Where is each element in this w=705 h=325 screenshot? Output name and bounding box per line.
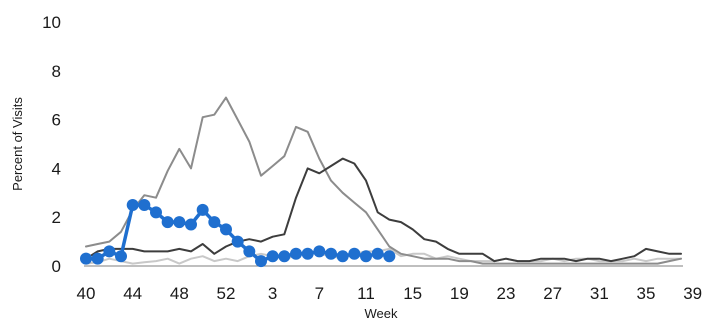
x-tick-label: 15 — [403, 284, 422, 303]
x-tick-label: 44 — [123, 284, 142, 303]
y-axis-title: Percent of Visits — [10, 97, 25, 191]
data-point — [208, 216, 221, 229]
series-line — [85, 247, 682, 265]
data-point — [371, 247, 384, 260]
x-tick-label: 48 — [170, 284, 189, 303]
y-tick-label: 0 — [52, 257, 61, 276]
series-1 — [85, 247, 682, 265]
data-point — [301, 247, 314, 260]
data-point — [278, 250, 291, 263]
data-point — [383, 250, 396, 263]
data-point — [220, 223, 232, 236]
data-point — [336, 250, 349, 263]
x-tick-label: 23 — [497, 284, 516, 303]
data-point — [325, 247, 337, 260]
data-point — [115, 250, 127, 263]
series-line — [85, 96, 682, 265]
data-point — [266, 250, 279, 263]
series-4 — [80, 199, 396, 268]
data-point — [255, 255, 267, 268]
data-point — [126, 199, 139, 211]
y-tick-label: 2 — [52, 208, 61, 227]
data-point — [290, 247, 302, 260]
data-point — [243, 245, 256, 258]
x-axis: 40 44 48 52 3 7 11 15 19 23 27 31 35 39 — [77, 265, 702, 303]
x-tick-label: 11 — [357, 284, 375, 303]
x-tick-label: 40 — [77, 284, 96, 303]
x-tick-label: 31 — [590, 284, 609, 303]
y-axis: 0 2 4 6 8 10 — [42, 13, 61, 276]
y-tick-label: 10 — [42, 13, 61, 32]
x-tick-label: 3 — [268, 284, 277, 303]
data-point — [360, 250, 372, 263]
data-point — [150, 206, 162, 219]
y-tick-label: 4 — [52, 159, 61, 178]
y-tick-label: 8 — [52, 62, 61, 81]
data-point — [313, 245, 326, 258]
x-tick-label: 52 — [217, 284, 236, 303]
y-tick-label: 6 — [52, 111, 61, 130]
data-point — [231, 235, 244, 248]
series-line — [85, 157, 682, 263]
data-point — [103, 245, 116, 258]
series-layer — [80, 96, 682, 268]
data-point — [91, 252, 104, 265]
data-point — [138, 199, 151, 211]
data-point — [80, 252, 92, 265]
x-tick-label: 27 — [543, 284, 562, 303]
data-point — [348, 247, 361, 260]
x-tick-label: 7 — [315, 284, 324, 303]
series-3 — [85, 157, 682, 263]
data-point — [196, 203, 209, 216]
x-axis-title: Week — [365, 306, 398, 321]
data-point — [185, 218, 197, 231]
x-tick-label: 39 — [683, 284, 702, 303]
data-point — [173, 216, 186, 229]
series-2 — [85, 96, 682, 265]
data-point — [161, 216, 174, 229]
x-tick-label: 35 — [637, 284, 656, 303]
x-tick-label: 19 — [450, 284, 469, 303]
